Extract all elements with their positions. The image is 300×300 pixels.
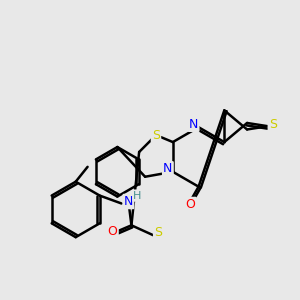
Text: H: H: [133, 190, 142, 201]
Text: N: N: [124, 195, 133, 208]
Text: N: N: [163, 162, 172, 175]
Text: N: N: [189, 118, 198, 131]
Text: S: S: [154, 226, 162, 239]
Text: O: O: [186, 198, 196, 211]
Text: S: S: [152, 129, 160, 142]
Text: S: S: [269, 118, 277, 131]
Text: O: O: [108, 225, 118, 238]
